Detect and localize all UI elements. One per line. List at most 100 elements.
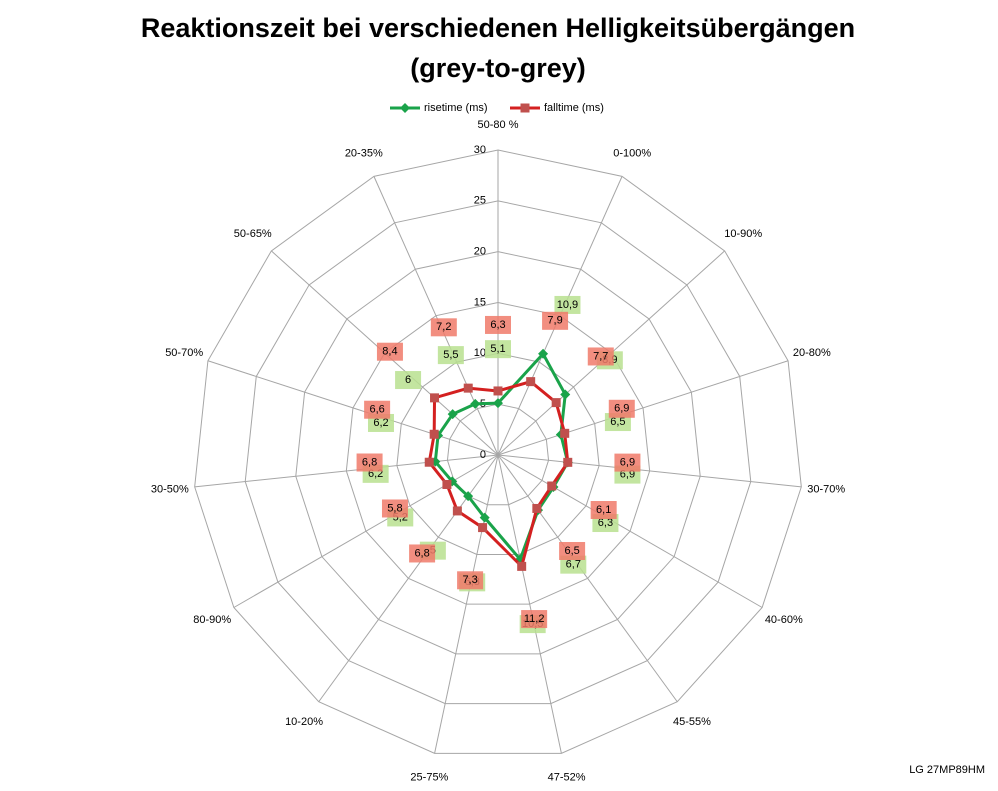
category-label: 47-52% [548, 772, 586, 784]
data-label: 11,2 [524, 613, 545, 625]
data-label: 6,7 [566, 559, 581, 571]
chart-title: Reaktionszeit bei verschiedenen Helligke… [141, 13, 855, 43]
data-label: 6 [405, 374, 411, 386]
data-label-box [590, 501, 617, 520]
data-label-box [559, 542, 586, 561]
data-label: 6,3 [598, 517, 613, 529]
series-line [427, 379, 570, 570]
marker [470, 398, 481, 409]
data-label: 6,5 [564, 545, 579, 557]
marker [442, 479, 452, 489]
category-label: 45-55% [673, 716, 711, 728]
data-label: 6,5 [610, 416, 625, 428]
legend-marker [400, 103, 410, 113]
category-label: 20-35% [345, 147, 383, 159]
marker [563, 457, 573, 467]
data-label-box [608, 399, 635, 418]
marker [493, 386, 503, 396]
marker [526, 377, 536, 387]
spoke [497, 454, 763, 608]
data-label: 6,8 [362, 456, 377, 468]
data-label-box [560, 555, 587, 574]
data-label-box [430, 318, 457, 337]
data-label: 6,9 [614, 403, 629, 415]
y-tick-label: 25 [474, 195, 486, 207]
data-label-box [485, 315, 511, 334]
grid-ring [345, 301, 651, 605]
category-label: 10-20% [285, 716, 323, 728]
marker [560, 389, 571, 400]
data-label: 8,4 [382, 346, 397, 358]
spoke [434, 454, 499, 754]
grid-ring [396, 352, 600, 555]
category-label: 25-75% [410, 772, 448, 784]
data-label-box [521, 610, 548, 629]
marker [478, 523, 488, 533]
chart-title: (grey-to-grey) [410, 53, 586, 83]
spoke [373, 176, 499, 456]
data-label: 6,2 [373, 417, 388, 429]
series-line [433, 351, 570, 563]
category-label: 50-80 % [478, 119, 519, 131]
spoke [497, 360, 789, 456]
legend-label: falltime (ms) [544, 102, 604, 114]
data-label: 6,3 [490, 319, 505, 331]
data-label: 7,9 [547, 315, 562, 327]
marker [479, 512, 490, 523]
marker [452, 506, 462, 516]
data-label-box [381, 499, 408, 518]
y-tick-label: 30 [474, 144, 486, 156]
data-label: 5,5 [443, 349, 458, 361]
legend-marker [520, 103, 530, 113]
spoke [497, 454, 802, 488]
grid-ring [194, 149, 802, 754]
y-tick-label: 15 [474, 296, 486, 308]
y-tick-label: 20 [474, 246, 486, 258]
y-tick-label: 10 [474, 347, 486, 359]
data-label: 6,8 [414, 547, 429, 559]
grid-ring [244, 200, 752, 705]
spoke [497, 454, 562, 754]
grid-ring [295, 251, 701, 655]
data-label-box [409, 544, 436, 563]
spoke [497, 454, 678, 703]
data-label: 6,9 [620, 457, 635, 469]
legend-label: risetime (ms) [424, 102, 488, 114]
marker [429, 429, 439, 439]
marker [560, 428, 570, 438]
data-label: 7,2 [436, 321, 451, 333]
spoke [207, 360, 499, 456]
category-label: 10-90% [724, 228, 762, 240]
marker [447, 409, 458, 420]
y-tick-label: 0 [480, 449, 486, 461]
data-label: 7,3 [462, 574, 477, 586]
data-label: 7,7 [593, 350, 608, 362]
data-label-box [554, 295, 581, 314]
category-label: 30-70% [807, 483, 845, 495]
marker [517, 561, 527, 571]
marker [493, 398, 503, 409]
data-label-box [364, 400, 391, 419]
data-label-box [395, 371, 422, 390]
category-label: 50-70% [165, 347, 203, 359]
grid-ring [446, 403, 550, 506]
marker [463, 491, 474, 502]
data-label-box [437, 346, 464, 365]
data-label-box [356, 453, 383, 472]
data-label: 6,6 [369, 404, 384, 416]
data-label-box [376, 342, 403, 361]
category-label: 0-100% [613, 147, 651, 159]
spoke [194, 454, 499, 488]
data-label-box [587, 347, 614, 366]
footnote: LG 27MP89HM [909, 764, 985, 776]
category-label: 50-65% [234, 228, 272, 240]
marker [538, 348, 549, 359]
data-label: 10,9 [557, 299, 578, 311]
category-label: 20-80% [793, 347, 831, 359]
marker [532, 503, 542, 513]
data-label: 5,1 [490, 343, 505, 355]
category-label: 30-50% [151, 483, 189, 495]
data-label-box [542, 311, 569, 330]
marker [430, 393, 440, 403]
